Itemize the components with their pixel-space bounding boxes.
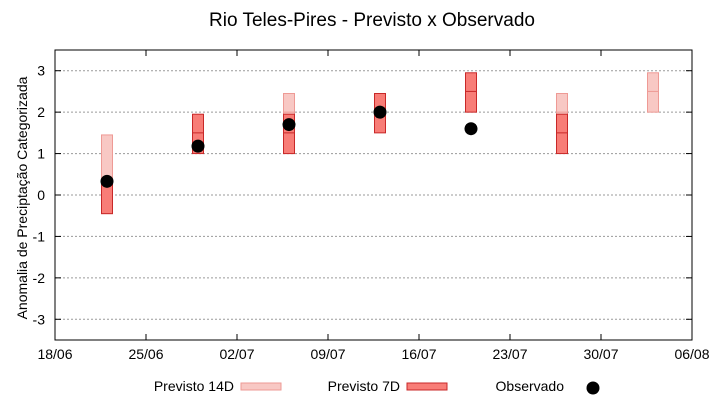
legend-label: Previsto 7D [328, 378, 400, 394]
x-tick-label: 09/07 [310, 346, 345, 362]
chart-title: Rio Teles-Pires - Previsto x Observado [209, 10, 535, 31]
y-tick-label: 2 [37, 104, 45, 120]
y-tick-label: -3 [33, 311, 46, 327]
x-tick-label: 30/07 [583, 346, 618, 362]
observed-point [100, 174, 114, 188]
range-bar [465, 72, 477, 113]
observed-point [191, 139, 205, 153]
y-tick-label: -1 [33, 228, 46, 244]
x-tick-label: 02/07 [219, 346, 254, 362]
x-tick-label: 25/06 [128, 346, 163, 362]
range-bar [283, 113, 295, 155]
series-previsto-7d [101, 72, 568, 215]
x-axis-ticks: 18/06 25/06 02/07 09/07 16/07 23/07 30/07 06/08 [37, 50, 710, 362]
y-axis-label: Anomalia de Preciptação Categorizada [14, 76, 30, 319]
legend-swatch [240, 382, 282, 391]
legend-label: Observado [496, 378, 565, 394]
range-bar [192, 113, 204, 155]
x-tick-label: 06/08 [674, 346, 709, 362]
x-tick-label: 16/07 [401, 346, 436, 362]
x-tick-label: 23/07 [492, 346, 527, 362]
y-tick-label: -2 [33, 270, 46, 286]
observed-point [282, 118, 296, 132]
x-tick-label: 18/06 [37, 346, 72, 362]
legend-marker [586, 381, 600, 395]
observed-point [464, 122, 478, 136]
y-tick-label: 3 [37, 63, 45, 79]
observed-point [373, 105, 387, 119]
gridlines [55, 70, 692, 320]
legend-swatch [406, 382, 448, 391]
legend-label: Previsto 14D [154, 378, 234, 394]
range-bar [647, 72, 659, 113]
y-axis-ticks: -3 -2 -1 0 1 2 3 [33, 63, 692, 327]
y-tick-label: 1 [37, 146, 45, 162]
range-bar [556, 113, 568, 155]
y-tick-label: 0 [37, 187, 45, 203]
legend: Previsto 14D Previsto 7D Observado [154, 378, 600, 395]
series-observado [100, 105, 478, 188]
